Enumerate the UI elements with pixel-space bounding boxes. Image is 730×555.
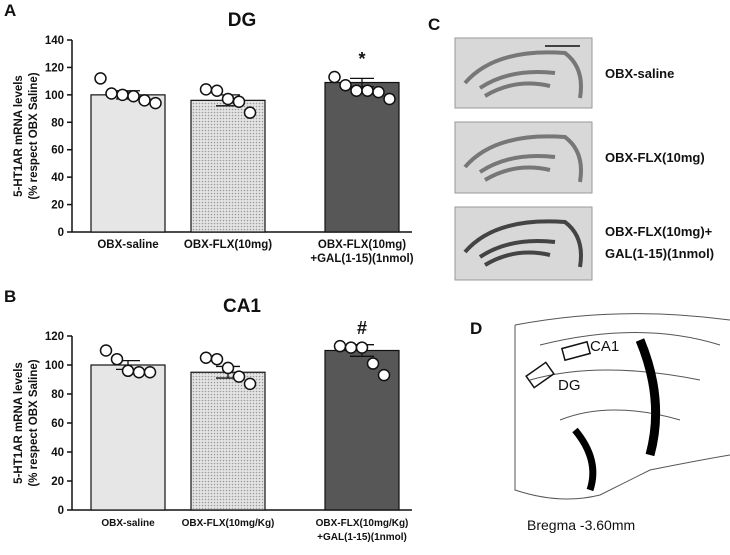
chart-title: CA1 [223,296,261,317]
x-tick-label: OBX-FLX(10mg/Kg) [182,518,275,529]
data-point [221,92,235,106]
significance-label: # [357,318,367,338]
data-point [110,352,124,366]
diagram-caption: Bregma -3.60mm [527,517,635,533]
data-point [383,92,396,106]
data-point [372,85,385,99]
data-point [210,84,224,97]
data-point [199,83,213,96]
data-point [116,88,129,102]
y-axis-label: (% respect OBX Saline) [28,72,40,199]
y-tick-label: 20 [51,476,64,488]
bar [324,81,400,233]
chart-title: DG [228,10,257,31]
image-label: OBX-FLX(10mg) [605,150,705,165]
data-point [94,72,107,85]
data-point [344,341,358,354]
data-point [355,341,369,354]
data-point [366,357,380,370]
x-tick-label: OBX-saline [97,239,158,251]
data-point [339,79,352,92]
y-tick-label: 120 [45,331,64,343]
y-tick-label: 80 [51,117,64,129]
brain-diagram [514,313,730,500]
y-tick-label: 80 [51,389,64,401]
y-tick-label: 0 [58,505,64,517]
image-label: OBX-FLX(10mg)+ GAL(1-15)(1nmol) [605,224,714,261]
data-point [105,87,118,100]
y-tick-label: 140 [45,35,64,47]
data-point [221,361,235,375]
y-axis-label: (% respect OBX Saline) [28,359,40,486]
y-tick-label: 120 [45,62,64,74]
data-point [99,344,113,357]
data-point [361,84,374,97]
data-point [243,377,257,391]
region-label: DG [558,377,581,394]
panel-label: D [470,319,482,338]
bar [90,364,166,511]
data-point [199,351,213,364]
image-label: OBX-saline [605,66,674,81]
y-tick-label: 100 [45,360,64,372]
bar [190,371,266,511]
data-point [138,94,151,107]
y-tick-label: 100 [45,90,64,102]
y-tick-label: 60 [51,418,64,430]
data-point [243,106,257,119]
x-tick-label: OBX-FLX(10mg) +GAL(1-15)(1nmol) [310,239,413,265]
y-tick-label: 40 [51,447,64,459]
data-point [350,84,363,97]
region-label: CA1 [590,338,619,355]
y-tick-label: 20 [51,200,64,212]
panel-label: A [4,1,16,20]
x-tick-label: OBX-FLX(10mg/Kg) +GAL(1-15)(1nmol) [316,518,409,543]
y-axis-label: 5-HT1AR mRNA levels [13,362,25,484]
section-images [454,37,593,281]
data-point [121,364,135,378]
data-point [149,96,162,110]
data-point [143,366,157,379]
data-point [132,366,146,379]
data-point [232,370,246,383]
y-axis-label: 5-HT1AR mRNA levels [13,75,25,197]
bar [190,99,266,233]
y-tick-label: 60 [51,145,64,157]
data-point [232,95,246,108]
x-tick-label: OBX-saline [101,518,155,529]
y-tick-label: 0 [58,227,64,239]
x-tick-label: OBX-FLX(10mg) [184,239,272,251]
data-point [377,368,391,382]
data-point [333,339,347,353]
y-tick-label: 40 [51,172,64,184]
data-point [328,70,341,84]
panel-label: B [4,287,16,306]
data-point [210,352,224,366]
data-point [127,89,140,103]
significance-label: * [358,49,365,69]
bar [90,94,166,233]
panel-label: C [428,15,440,34]
